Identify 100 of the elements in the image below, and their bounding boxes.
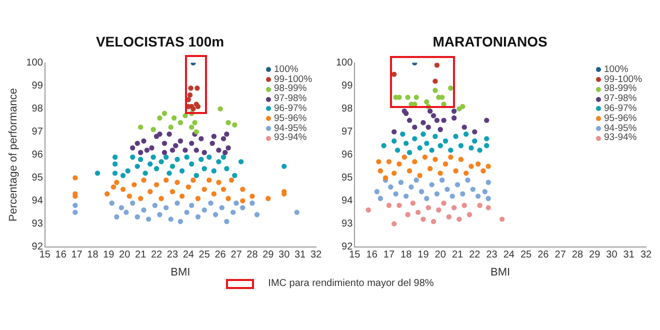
point (402, 154, 407, 160)
point (396, 161, 402, 167)
point (424, 196, 430, 202)
point (188, 86, 194, 91)
point (141, 138, 146, 144)
x-tick-label: 19 (103, 250, 115, 261)
point (178, 218, 184, 224)
x-tick-label: 18 (87, 250, 99, 261)
point (130, 200, 136, 206)
point (130, 145, 136, 150)
point (158, 196, 164, 202)
y-tick-label: 99 (342, 80, 354, 92)
point (441, 200, 446, 206)
point (432, 134, 438, 139)
point (184, 210, 190, 215)
y-tick-label: 95 (32, 172, 44, 184)
point (220, 136, 226, 142)
point (412, 136, 418, 142)
point (198, 156, 204, 162)
y-tick-label: 95 (342, 172, 354, 184)
point (168, 216, 174, 222)
point (240, 186, 246, 192)
point (462, 124, 467, 130)
point (189, 124, 194, 130)
point (426, 124, 431, 130)
x-tick-label: 32 (310, 250, 322, 261)
point (392, 221, 397, 226)
point (138, 150, 144, 156)
x-tick-label: 26 (538, 250, 550, 261)
x-tick-label: 27 (554, 250, 566, 261)
point (134, 214, 140, 220)
point (453, 168, 458, 174)
point (446, 214, 452, 220)
y-tick-label: 94 (342, 196, 354, 207)
legend-label: 100% (274, 64, 298, 75)
point (154, 182, 160, 188)
point (477, 202, 482, 208)
x-tick-label: 16 (366, 250, 378, 261)
point (432, 88, 438, 93)
point (173, 143, 178, 148)
point (195, 104, 201, 110)
point (182, 113, 188, 118)
point (415, 210, 421, 215)
point (178, 120, 184, 126)
x-tick-label: 30 (606, 250, 618, 261)
x-tick-label: 17 (383, 250, 395, 261)
point (388, 184, 394, 190)
point (436, 207, 442, 213)
y-tick-label: 97 (32, 126, 44, 138)
point (230, 210, 236, 215)
point (112, 170, 118, 176)
y-tick-label: 94 (32, 196, 44, 207)
point (189, 202, 194, 208)
x-tick-label: 23 (486, 250, 498, 261)
point (110, 184, 116, 190)
point (448, 86, 454, 91)
x-tick-label: 25 (520, 250, 532, 261)
x-tick-label: 29 (589, 250, 601, 261)
point (112, 161, 118, 167)
x-tick-label: 23 (166, 250, 178, 261)
point (462, 202, 467, 208)
x-tick-label: 25 (198, 250, 210, 261)
point (451, 108, 457, 114)
point (114, 214, 120, 220)
x-tick-label: 27 (230, 250, 242, 261)
point (442, 138, 448, 144)
point (453, 134, 458, 139)
point (486, 205, 491, 210)
point (134, 164, 140, 169)
point (219, 205, 225, 210)
point (112, 154, 118, 160)
y-tick-label: 96 (32, 150, 44, 161)
point (486, 180, 491, 185)
point (366, 207, 371, 213)
point (195, 196, 201, 202)
point (432, 156, 438, 162)
point (125, 168, 130, 174)
point (109, 200, 114, 206)
y-axis-title: Percentage of performance (8, 88, 20, 222)
point (158, 159, 164, 164)
point (438, 170, 443, 176)
point (163, 154, 169, 160)
point (216, 159, 222, 164)
point (434, 62, 440, 68)
x-tick-label: 30 (278, 250, 290, 261)
point (266, 196, 271, 202)
point (460, 191, 466, 196)
x-tick-label: 28 (246, 250, 258, 261)
point (477, 148, 482, 153)
point (141, 207, 146, 213)
y-tick-label: 93 (342, 218, 354, 230)
point (475, 161, 481, 167)
point (149, 145, 154, 150)
x-tick-label: 31 (623, 250, 635, 261)
point (499, 216, 505, 222)
point (163, 178, 169, 183)
point (405, 212, 410, 218)
point (234, 200, 239, 206)
point (393, 191, 398, 196)
point (124, 210, 129, 215)
